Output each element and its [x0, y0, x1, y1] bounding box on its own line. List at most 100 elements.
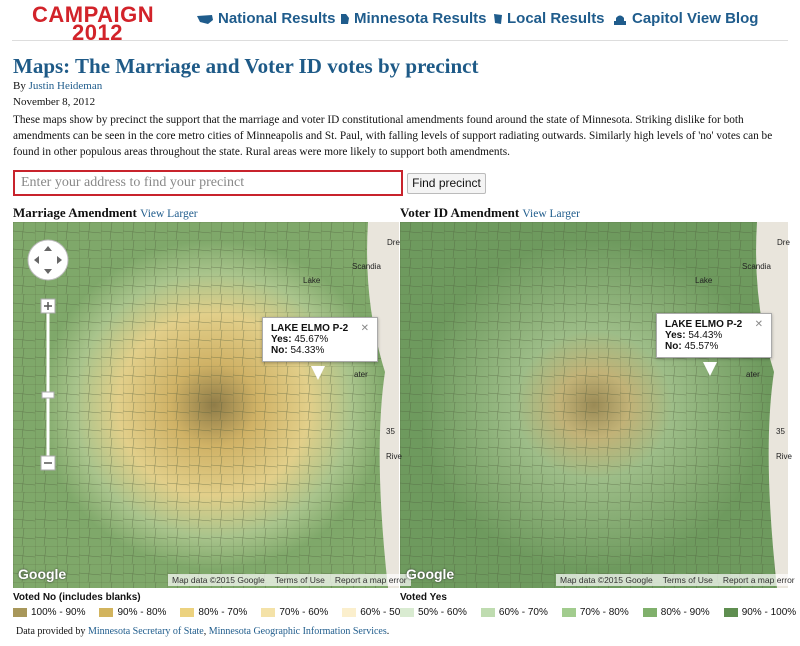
legend-swatch	[561, 608, 576, 617]
legend-swatch	[400, 608, 414, 617]
legend-swatch	[261, 608, 276, 617]
logo-year: 2012	[72, 20, 123, 45]
map-voter-id[interactable]	[400, 222, 788, 588]
place-label: Rive	[386, 452, 403, 461]
place-label: Scandia	[352, 262, 381, 271]
footer: Data provided by Minnesota Secretary of …	[16, 626, 389, 637]
legend-label: 80% - 90%	[660, 607, 710, 618]
report-link[interactable]: Report a map error	[334, 575, 407, 585]
popup-label: Yes:	[665, 330, 686, 341]
date: November 8, 2012	[13, 96, 96, 108]
footer-text: Data provided by	[16, 626, 86, 637]
legend-title: Voted Yes	[400, 592, 447, 603]
us-icon	[197, 14, 213, 24]
nav-label[interactable]: Local Results	[507, 10, 605, 27]
place-label: Scandia	[742, 262, 771, 271]
nav-label[interactable]: National Results	[218, 10, 336, 27]
legend-item: 90% - 80%	[99, 607, 166, 618]
search-input[interactable]: Enter your address to find your precinct	[13, 170, 403, 196]
popup-value: 45.57%	[684, 341, 719, 352]
view-larger[interactable]: View Larger	[522, 208, 580, 220]
nav-label[interactable]: Minnesota Results	[354, 10, 487, 27]
footer-text: .	[386, 626, 390, 637]
legend-label: 70% - 80%	[579, 607, 629, 618]
legend-item: 80% - 70%	[180, 607, 247, 618]
capitol-icon	[614, 15, 626, 25]
popup-title: LAKE ELMO P-2	[665, 319, 743, 330]
legend-label: 90% - 80%	[117, 607, 167, 618]
legend-label: 100% - 90%	[31, 607, 86, 618]
attribution: Map data ©2015 Google	[560, 575, 653, 585]
attribution: Map data ©2015 Google	[172, 575, 265, 585]
legend-label: 60% - 70%	[498, 607, 548, 618]
terms-link[interactable]: Terms of Use	[662, 575, 713, 585]
legend-item: 60% - 70%	[480, 607, 548, 618]
local-icon	[494, 13, 502, 24]
nav-blog[interactable]: Capitol View Blog	[612, 10, 758, 27]
map-heading: Marriage Amendment View Larger	[13, 205, 198, 221]
report-link[interactable]: Report a map error	[722, 575, 795, 585]
map-footer: Map data ©2015 Google Terms of Use Report …	[556, 574, 799, 586]
close-icon[interactable]: ✕	[754, 319, 763, 330]
intro: These maps show by precinct the support …	[13, 114, 773, 158]
map-marriage[interactable]	[13, 222, 399, 588]
popup-title: LAKE ELMO P-2	[271, 323, 349, 334]
source-link[interactable]: Minnesota Secretary of State	[87, 626, 204, 637]
search-button[interactable]: Find precinct	[407, 173, 486, 194]
close-icon[interactable]: ✕	[360, 323, 369, 334]
legend-swatch	[180, 608, 195, 617]
legend-item: 90% - 100%	[723, 607, 797, 618]
legend-item: 80% - 90%	[642, 607, 710, 618]
nav-minnesota[interactable]: Minnesota Results	[340, 10, 487, 27]
byline: By Justin Heideman	[13, 80, 102, 92]
mn-icon	[341, 13, 349, 24]
place-label: 35	[386, 427, 395, 436]
author-link[interactable]: Justin Heideman	[28, 80, 103, 92]
popup-label: No:	[271, 345, 288, 356]
popup-value: 45.67%	[294, 334, 329, 345]
headline: Maps: The Marriage and Voter ID votes by…	[13, 54, 479, 78]
google-logo: Google	[406, 566, 455, 582]
legend-item: 70% - 60%	[261, 607, 328, 618]
popup-value: 54.33%	[290, 345, 325, 356]
legend-item: 100% - 90%	[13, 607, 85, 618]
place-label: 35	[776, 427, 785, 436]
place-label: Dre	[387, 238, 400, 247]
map-title: Voter ID Amendment	[400, 205, 520, 220]
byline-prefix: By	[13, 80, 26, 92]
info-popup: LAKE ELMO P-2 ✕ Yes: 54.43% No: 45.57%	[656, 313, 772, 358]
popup-value: 54.43%	[688, 330, 723, 341]
map-heading: Voter ID Amendment View Larger	[400, 205, 580, 221]
terms-link[interactable]: Terms of Use	[274, 575, 325, 585]
legend-item: 60% - 50%	[342, 607, 409, 618]
legend: 50% - 60% 60% - 70% 70% - 80% 80% - 90% 90% …	[400, 607, 796, 618]
place-label: Rive	[776, 452, 793, 461]
nav-national[interactable]: National Results	[196, 10, 336, 27]
legend-title: Voted No (includes blanks)	[13, 592, 141, 603]
legend-swatch	[99, 608, 114, 617]
legend-label: 50% - 60%	[418, 607, 467, 618]
logo-text: CAMPAIGN	[32, 2, 155, 27]
popup-label: Yes:	[271, 334, 292, 345]
header-rule	[12, 40, 788, 41]
source-link[interactable]: Minnesota Geographic Information Service…	[208, 626, 387, 637]
place-label: Dre	[777, 238, 790, 247]
legend-swatch	[723, 608, 738, 617]
legend-item: 70% - 80%	[561, 607, 629, 618]
info-popup: LAKE ELMO P-2 ✕ Yes: 45.67% No: 54.33%	[262, 317, 378, 362]
place-label: ater	[354, 370, 368, 379]
legend-swatch	[480, 608, 495, 617]
google-logo: Google	[18, 566, 67, 582]
legend-swatch	[342, 608, 357, 617]
legend-label: 90% - 100%	[741, 607, 797, 618]
nav-label[interactable]: Capitol View Blog	[632, 10, 759, 27]
map-footer: Map data ©2015 Google Terms of Use Report …	[168, 574, 411, 586]
legend-label: 70% - 60%	[279, 607, 329, 618]
view-larger[interactable]: View Larger	[140, 208, 198, 220]
popup-label: No:	[665, 341, 682, 352]
nav-local[interactable]: Local Results	[493, 10, 605, 27]
legend-label: 80% - 70%	[198, 607, 248, 618]
legend-label: 60% - 50%	[360, 607, 410, 618]
